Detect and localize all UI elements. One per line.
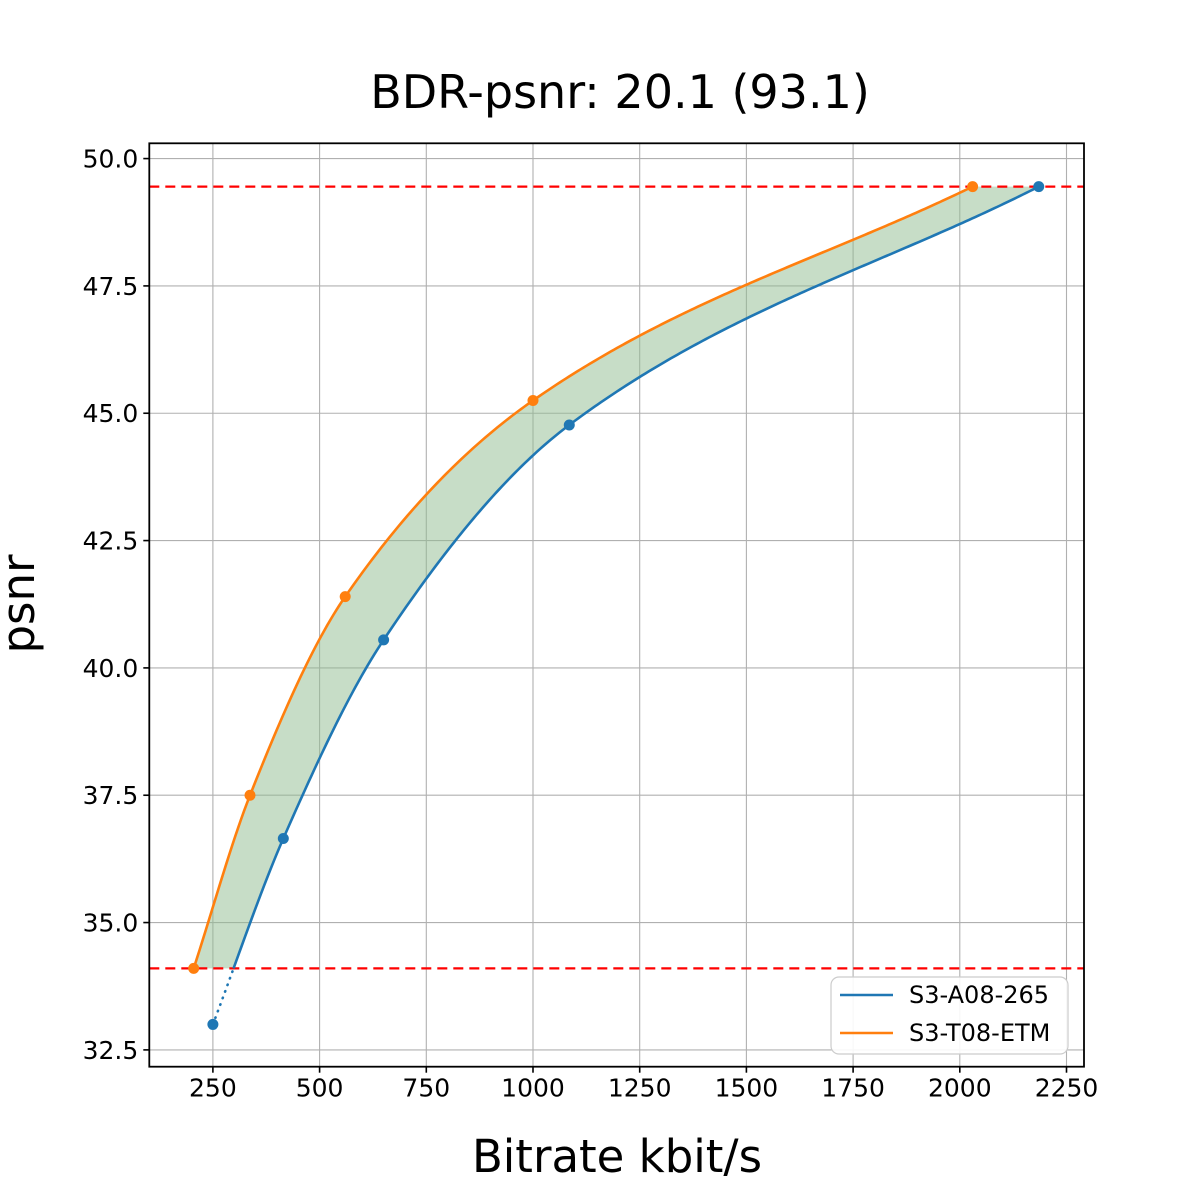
- marker-series-1: [527, 395, 539, 407]
- x-tick-label: 1500: [715, 1074, 779, 1103]
- data-point-markers: [188, 181, 1045, 1030]
- chart-title: BDR-psnr: 20.1 (93.1): [370, 65, 870, 119]
- legend-label-series-1: S3-T08-ETM: [909, 1019, 1050, 1047]
- plot-border: [148, 142, 1085, 1068]
- x-tick-label: 500: [296, 1074, 344, 1103]
- tick-labels: 250 500 750 1000 1250 1500 1750 2000 2250 32.5 35.…: [83, 145, 1099, 1103]
- x-tick-label: 2000: [928, 1074, 992, 1103]
- marker-series-1: [339, 591, 351, 603]
- bd-gap-area: [193, 186, 1039, 969]
- marker-series-0: [378, 634, 390, 646]
- legend: S3-A08-265 S3-T08-ETM: [830, 976, 1069, 1055]
- marker-series-1: [244, 789, 256, 801]
- y-tick-label: 35.0: [83, 909, 139, 938]
- marker-series-1: [188, 962, 200, 974]
- x-tick-label: 1750: [821, 1074, 885, 1103]
- y-tick-label: 45.0: [83, 399, 139, 428]
- y-axis-label: psnr: [0, 554, 45, 654]
- x-tick-label: 750: [402, 1074, 450, 1103]
- bd-gap-fill: [193, 186, 1039, 969]
- x-tick-label: 2250: [1035, 1074, 1099, 1103]
- rd-curves: [192, 185, 1040, 1026]
- y-tick-label: 50.0: [83, 145, 139, 174]
- curve-dotted-tail-series-0: [211, 967, 235, 1026]
- y-tick-label: 42.5: [83, 527, 139, 556]
- marker-series-0: [277, 833, 289, 845]
- y-tick-label: 32.5: [83, 1036, 139, 1065]
- y-tick-label: 47.5: [83, 272, 139, 301]
- reference-lines: [149, 185, 1084, 970]
- marker-series-0: [563, 419, 575, 431]
- gridlines: [149, 143, 1084, 1067]
- marker-series-1: [967, 181, 979, 193]
- marker-series-0: [207, 1018, 219, 1030]
- x-tick-label: 250: [189, 1074, 237, 1103]
- curve-series-0: [232, 185, 1040, 969]
- x-axis-label: Bitrate kbit/s: [472, 1130, 762, 1183]
- y-tick-label: 40.0: [83, 654, 139, 683]
- axes-spines-ticks: [143, 142, 1085, 1073]
- x-tick-label: 1250: [608, 1074, 672, 1103]
- marker-series-0: [1033, 181, 1045, 193]
- y-tick-label: 37.5: [83, 781, 139, 810]
- legend-label-series-0: S3-A08-265: [909, 981, 1049, 1009]
- curve-series-1: [192, 185, 974, 969]
- x-tick-label: 1000: [501, 1074, 565, 1103]
